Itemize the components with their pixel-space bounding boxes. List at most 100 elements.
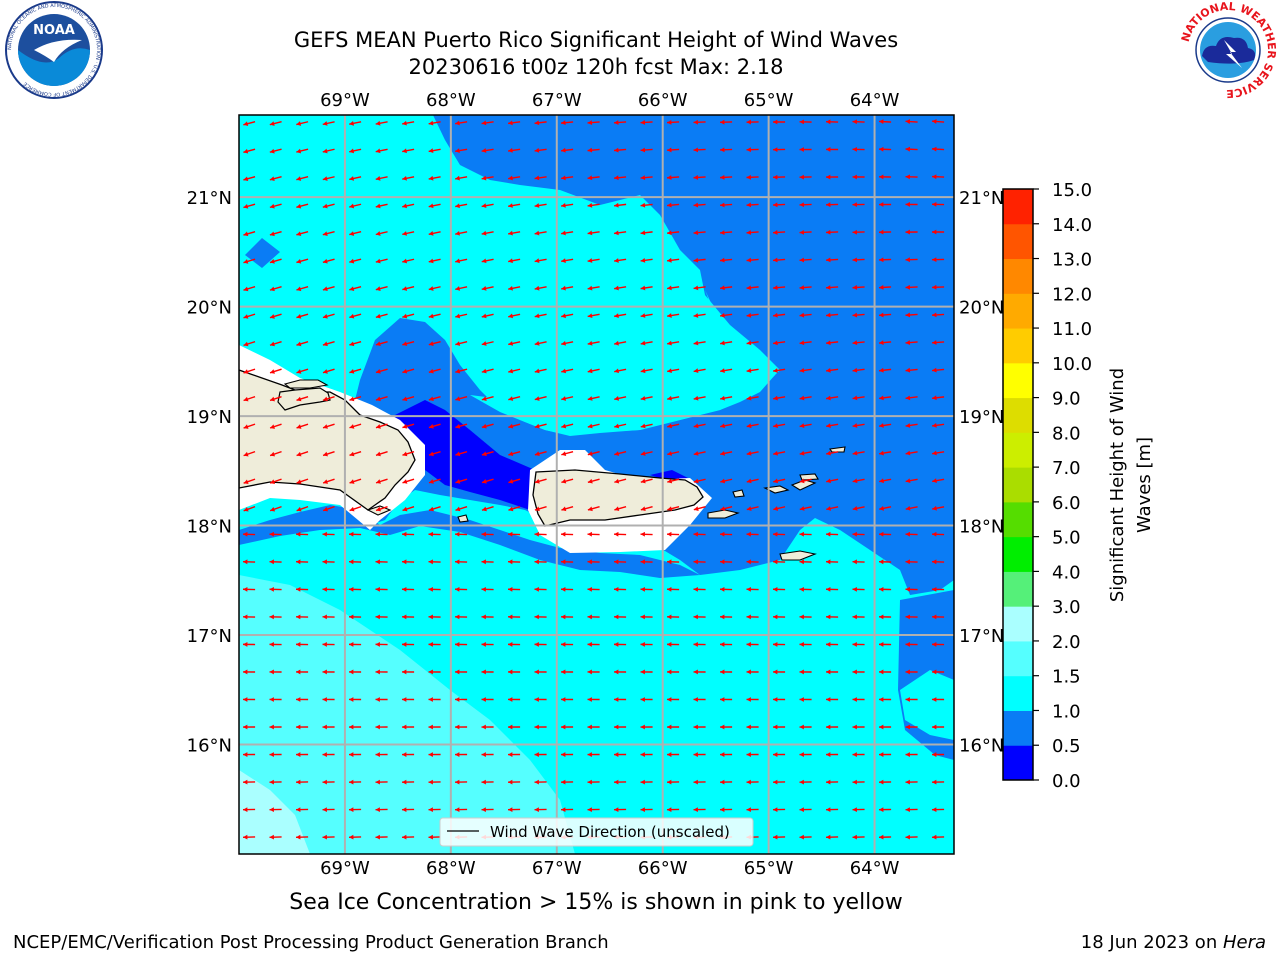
- lon-tick-label-top: 67°W: [532, 90, 582, 111]
- wave-direction-arrowhead: [852, 478, 858, 484]
- wave-direction-arrowhead: [932, 229, 937, 235]
- wave-direction-arrowhead: [826, 807, 831, 813]
- wave-direction-arrowhead: [614, 451, 620, 456]
- wave-direction-arrowhead: [322, 341, 328, 347]
- wave-direction-arrowhead: [296, 396, 302, 402]
- map-plot-area: [239, 115, 954, 854]
- wave-direction-arrowhead: [561, 752, 566, 757]
- wave-direction-arrowhead: [402, 231, 408, 236]
- wave-direction-arrowhead: [508, 506, 514, 512]
- latitude-labels-left: 21°N 20°N 19°N 18°N 17°N 16°N: [187, 188, 232, 756]
- wave-direction-arrowhead: [720, 669, 725, 675]
- wave-direction-arrowhead: [905, 834, 910, 840]
- wave-direction-arrowhead: [455, 669, 460, 675]
- wave-direction-arrowhead: [481, 614, 486, 620]
- wave-direction-arrowhead: [243, 148, 249, 154]
- wave-direction-arrowhead: [746, 312, 752, 318]
- colorbar: [1003, 189, 1033, 781]
- wave-direction-arrowhead: [375, 807, 380, 813]
- wave-direction-arrowhead: [720, 230, 725, 235]
- wave-direction-arrowhead: [481, 341, 487, 346]
- wave-direction-arrowhead: [640, 752, 645, 757]
- wave-direction-arrowhead: [296, 121, 302, 126]
- wave-direction-arrowhead: [587, 230, 593, 236]
- wave-direction-arrowhead: [402, 175, 407, 181]
- wave-direction-arrowhead: [799, 119, 804, 125]
- wave-direction-arrowhead: [534, 724, 539, 730]
- wave-direction-arrowhead: [428, 341, 434, 346]
- wave-direction-arrowhead: [455, 396, 461, 402]
- wave-direction-arrowhead: [826, 779, 831, 785]
- wave-direction-arrowhead: [614, 396, 620, 401]
- wave-direction-arrowhead: [587, 642, 592, 647]
- wave-direction-arrowhead: [375, 586, 380, 592]
- wave-direction-arrowhead: [455, 697, 460, 702]
- wave-direction-arrowhead: [799, 229, 805, 235]
- wave-direction-arrowhead: [693, 451, 699, 456]
- wave-direction-arrowhead: [932, 174, 937, 180]
- wave-direction-arrowhead: [561, 120, 566, 126]
- wave-direction-arrowhead: [269, 203, 275, 209]
- colorbar-tick-label: 10.0: [1052, 354, 1092, 375]
- wave-direction-arrowhead: [534, 175, 540, 181]
- wave-direction-arrowhead: [640, 506, 646, 512]
- wave-direction-arrowhead: [773, 202, 778, 208]
- wave-direction-arrowhead: [932, 614, 937, 620]
- wave-direction-arrowhead: [561, 807, 566, 813]
- wave-direction-arrowhead: [561, 203, 566, 208]
- wave-direction-arrowhead: [561, 368, 567, 374]
- wave-direction-arrowhead: [534, 669, 539, 675]
- wave-direction-arrowhead: [375, 697, 380, 702]
- wave-direction-arrowhead: [799, 368, 805, 373]
- wave-direction-arrowhead: [667, 724, 672, 730]
- wave-direction-arrowhead: [614, 807, 619, 813]
- wave-direction-arrowhead: [508, 559, 513, 565]
- wave-direction-arrowhead: [534, 120, 540, 126]
- wave-direction-arrowhead: [534, 586, 539, 592]
- wave-direction-arrowhead: [640, 340, 646, 346]
- wave-direction-arrowhead: [296, 148, 302, 154]
- wave-direction-arrowhead: [508, 697, 513, 702]
- wave-direction-arrowhead: [508, 586, 513, 592]
- wave-direction-arrowhead: [455, 479, 461, 484]
- wave-direction-arrowhead: [693, 642, 698, 647]
- wave-direction-arrowhead: [640, 807, 645, 813]
- wave-direction-arrowhead: [534, 807, 539, 813]
- lon-tick-label-bottom: 67°W: [532, 858, 582, 879]
- wave-direction-arrowhead: [349, 642, 354, 647]
- wave-direction-arrowhead: [534, 423, 540, 429]
- wave-direction-arrowhead: [296, 451, 302, 457]
- wave-direction-arrowhead: [561, 559, 566, 565]
- wave-direction-arrowhead: [296, 506, 302, 512]
- wave-direction-arrowhead: [349, 231, 355, 236]
- wave-direction-arrowhead: [296, 479, 302, 484]
- wave-direction-arrowhead: [508, 779, 513, 785]
- wave-direction-arrowhead: [243, 259, 249, 264]
- wave-direction-arrowhead: [561, 697, 566, 702]
- wave-direction-arrowhead: [349, 807, 354, 813]
- wave-direction-arrowhead: [349, 697, 354, 702]
- wave-direction-arrowhead: [322, 396, 328, 402]
- wave-direction-arrowhead: [667, 451, 673, 456]
- wave-direction-arrowhead: [402, 479, 408, 484]
- wave-direction-arrowhead: [269, 834, 274, 840]
- wave-direction-arrowhead: [614, 423, 620, 429]
- wave-direction-arrowhead: [693, 506, 699, 511]
- wave-direction-arrowhead: [773, 312, 778, 318]
- wave-direction-arrowhead: [402, 120, 407, 126]
- wave-direction-arrowhead: [773, 395, 778, 401]
- wave-direction-arrowhead: [746, 752, 751, 757]
- wave-direction-arrowhead: [243, 479, 249, 484]
- wave-direction-arrowhead: [243, 286, 249, 292]
- wave-direction-arrowhead: [799, 834, 804, 840]
- wave-direction-arrowhead: [614, 478, 620, 484]
- wave-direction-arrowhead: [349, 669, 354, 675]
- colorbar-tick-label: 6.0: [1052, 493, 1081, 514]
- wave-direction-arrowhead: [614, 285, 619, 291]
- wave-direction-arrowhead: [826, 174, 831, 180]
- wave-direction-arrowhead: [720, 451, 726, 456]
- wave-direction-arrowhead: [720, 174, 725, 180]
- wave-direction-arrowhead: [296, 314, 302, 319]
- wave-direction-arrowhead: [349, 203, 355, 209]
- wave-direction-arrowhead: [587, 120, 593, 125]
